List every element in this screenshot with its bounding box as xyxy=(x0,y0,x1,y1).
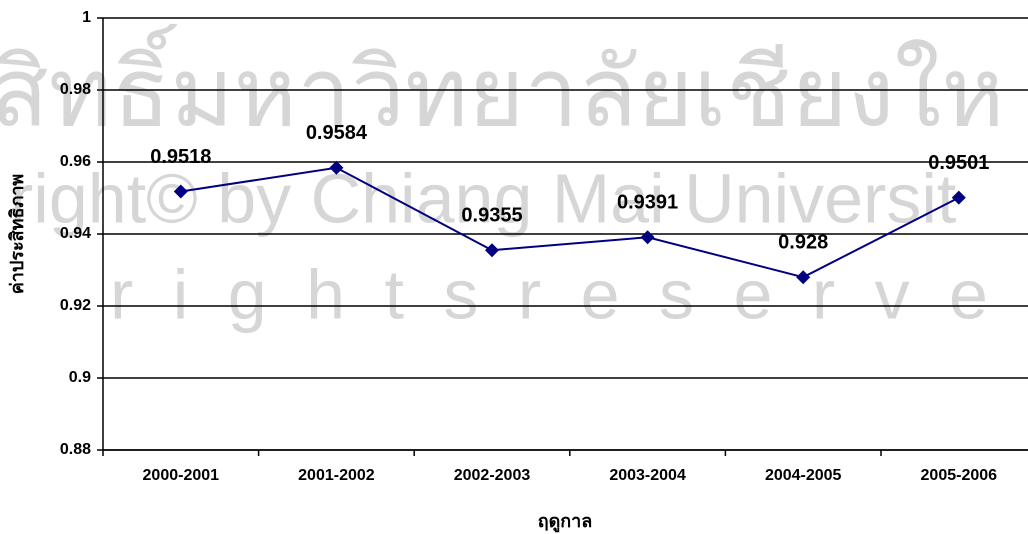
data-label: 0.9584 xyxy=(306,122,368,144)
data-label: 0.9391 xyxy=(617,192,678,214)
y-tick-label: 0.88 xyxy=(60,441,91,458)
data-label: 0.9518 xyxy=(150,146,211,168)
marker xyxy=(640,230,655,245)
x-tick-label: 2005-2006 xyxy=(921,467,998,484)
marker xyxy=(485,243,499,258)
x-tick-label: 2000-2001 xyxy=(143,467,220,484)
marker xyxy=(329,160,344,175)
marker xyxy=(173,184,188,199)
y-tick-label: 0.92 xyxy=(60,297,91,314)
marker xyxy=(796,270,811,285)
data-label: 0.9355 xyxy=(461,204,522,226)
watermark-line: สิทธิ์มหาวิทยาลัยเชียงให xyxy=(0,23,1005,146)
data-label: 0.928 xyxy=(778,231,828,253)
marker xyxy=(951,190,966,205)
y-tick-label: 1 xyxy=(82,9,91,26)
data-line xyxy=(180,166,960,279)
y-tick-label: 0.98 xyxy=(60,81,91,98)
watermark: สิทธิ์มหาวิทยาลัยเชียงให right© by Chian… xyxy=(0,23,1005,333)
y-tick-label: 0.94 xyxy=(60,225,91,242)
x-tick-label: 2004-2005 xyxy=(765,467,842,484)
x-tick-label: 2002-2003 xyxy=(454,467,531,484)
y-tick-label: 0.96 xyxy=(60,153,91,170)
x-tick-label: 2003-2004 xyxy=(609,467,686,484)
y-tick-label: 0.9 xyxy=(69,369,91,386)
data-label: 0.9501 xyxy=(928,152,989,174)
y-axis-title: ค่าประสิทธิภาพ xyxy=(7,174,27,295)
watermark-line: right© by Chiang Mai Universit xyxy=(10,159,956,237)
x-axis-title: ฤดูกาล xyxy=(538,511,593,533)
watermark-line: r i g h t s r e s e r v e xyxy=(110,255,998,333)
x-tick-label: 2001-2002 xyxy=(298,467,375,484)
